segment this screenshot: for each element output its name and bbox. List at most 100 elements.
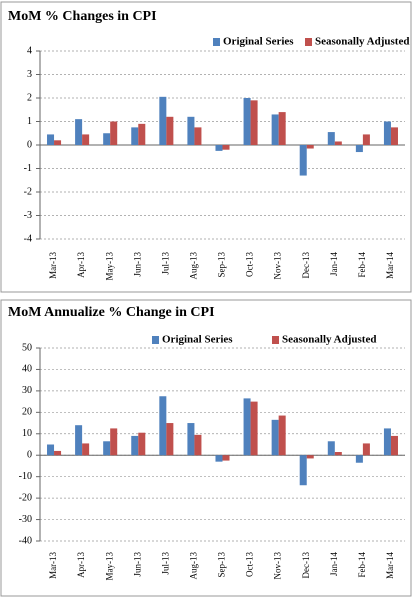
y-tick-label: 4 — [27, 45, 32, 56]
bar — [194, 434, 202, 456]
bar — [243, 98, 251, 145]
x-tick-label: Jun-13 — [132, 552, 142, 577]
bar — [166, 116, 174, 145]
bar — [110, 428, 118, 456]
x-tick-label: Oct-13 — [245, 552, 255, 577]
bar — [222, 145, 230, 150]
bar — [75, 425, 83, 456]
bar — [278, 112, 286, 145]
bar — [271, 419, 279, 456]
x-tick-label: Mar-14 — [385, 252, 395, 279]
bar — [306, 455, 314, 459]
legend-label: Original Series — [223, 36, 294, 48]
bar — [299, 145, 307, 176]
bar — [131, 127, 139, 145]
bar — [250, 100, 258, 145]
legend-swatch — [272, 336, 279, 344]
chart-title: MoM Annualize % Change in CPI — [8, 305, 215, 320]
bar — [306, 145, 314, 149]
bar — [166, 423, 174, 456]
bar — [187, 423, 195, 456]
bar — [327, 132, 335, 145]
x-tick-label: Mar-13 — [48, 252, 58, 279]
bar — [334, 141, 342, 145]
bar — [334, 452, 342, 456]
bar — [222, 455, 230, 461]
y-tick-label: 50 — [22, 342, 32, 353]
y-tick-label: 3 — [27, 69, 32, 80]
y-tick-label: -40 — [19, 535, 32, 546]
y-tick-label: -30 — [19, 514, 32, 525]
x-tick-label: Jan-14 — [329, 252, 339, 276]
bar — [243, 398, 251, 456]
bar — [47, 134, 55, 145]
bar — [215, 145, 223, 151]
x-tick-label: May-13 — [104, 552, 114, 581]
legend-label: Original Series — [162, 334, 233, 346]
bar — [110, 121, 118, 145]
x-tick-label: Nov-13 — [273, 252, 283, 280]
x-tick-label: Feb-14 — [357, 252, 367, 278]
bar — [82, 134, 90, 145]
bar — [390, 435, 398, 456]
bar — [355, 145, 363, 153]
legend-label: Seasonally Adjusted — [315, 36, 409, 48]
bar — [159, 396, 167, 456]
x-tick-label: Apr-13 — [76, 252, 86, 278]
x-tick-label: Feb-14 — [357, 552, 367, 578]
x-tick-label: May-13 — [104, 252, 114, 281]
bar — [54, 140, 62, 145]
bar — [299, 455, 307, 486]
y-tick-label: 20 — [22, 407, 32, 418]
bar — [383, 121, 391, 145]
x-tick-label: Aug-13 — [188, 252, 198, 280]
chart-title: MoM % Changes in CPI — [8, 9, 157, 24]
bar — [355, 455, 363, 463]
x-tick-label: Dec-13 — [301, 552, 311, 579]
bar — [138, 432, 146, 456]
y-tick-label: 40 — [22, 364, 32, 375]
x-tick-label: Oct-13 — [245, 252, 255, 277]
bar — [75, 119, 83, 145]
bar — [383, 428, 391, 456]
bar — [138, 123, 146, 145]
y-tick-label: -10 — [19, 471, 32, 482]
x-tick-label: Aug-13 — [188, 552, 198, 580]
legend-swatch — [213, 38, 220, 46]
x-tick-label: Sep-13 — [217, 552, 227, 578]
x-tick-label: Jan-14 — [329, 552, 339, 576]
bar — [54, 450, 62, 456]
bar — [103, 133, 111, 145]
y-tick-label: 10 — [22, 428, 32, 439]
bar — [47, 444, 55, 456]
bar — [82, 443, 90, 456]
x-tick-label: Apr-13 — [76, 552, 86, 578]
x-tick-label: Jul-13 — [160, 552, 170, 575]
bar — [327, 441, 335, 456]
y-tick-label: 0 — [27, 450, 32, 461]
bar — [187, 116, 195, 145]
bar — [362, 134, 370, 145]
y-tick-label: -4 — [24, 233, 32, 244]
x-tick-label: Sep-13 — [217, 252, 227, 278]
bar — [194, 127, 202, 145]
y-tick-label: -1 — [24, 163, 32, 174]
y-tick-label: 2 — [27, 92, 32, 103]
chart-frame — [0, 299, 412, 597]
legend-swatch — [305, 38, 312, 46]
y-tick-label: 0 — [27, 139, 32, 150]
y-tick-label: 30 — [22, 385, 32, 396]
x-tick-label: Mar-14 — [385, 552, 395, 579]
bar — [271, 114, 279, 145]
legend-swatch — [152, 336, 159, 344]
x-tick-label: Jun-13 — [132, 252, 142, 277]
x-tick-label: Nov-13 — [273, 552, 283, 580]
bar — [103, 441, 111, 456]
x-tick-label: Dec-13 — [301, 252, 311, 279]
bar — [278, 415, 286, 456]
chart-frame — [0, 1, 412, 293]
x-tick-label: Jul-13 — [160, 252, 170, 275]
bar — [250, 401, 258, 456]
y-tick-label: -20 — [19, 492, 32, 503]
